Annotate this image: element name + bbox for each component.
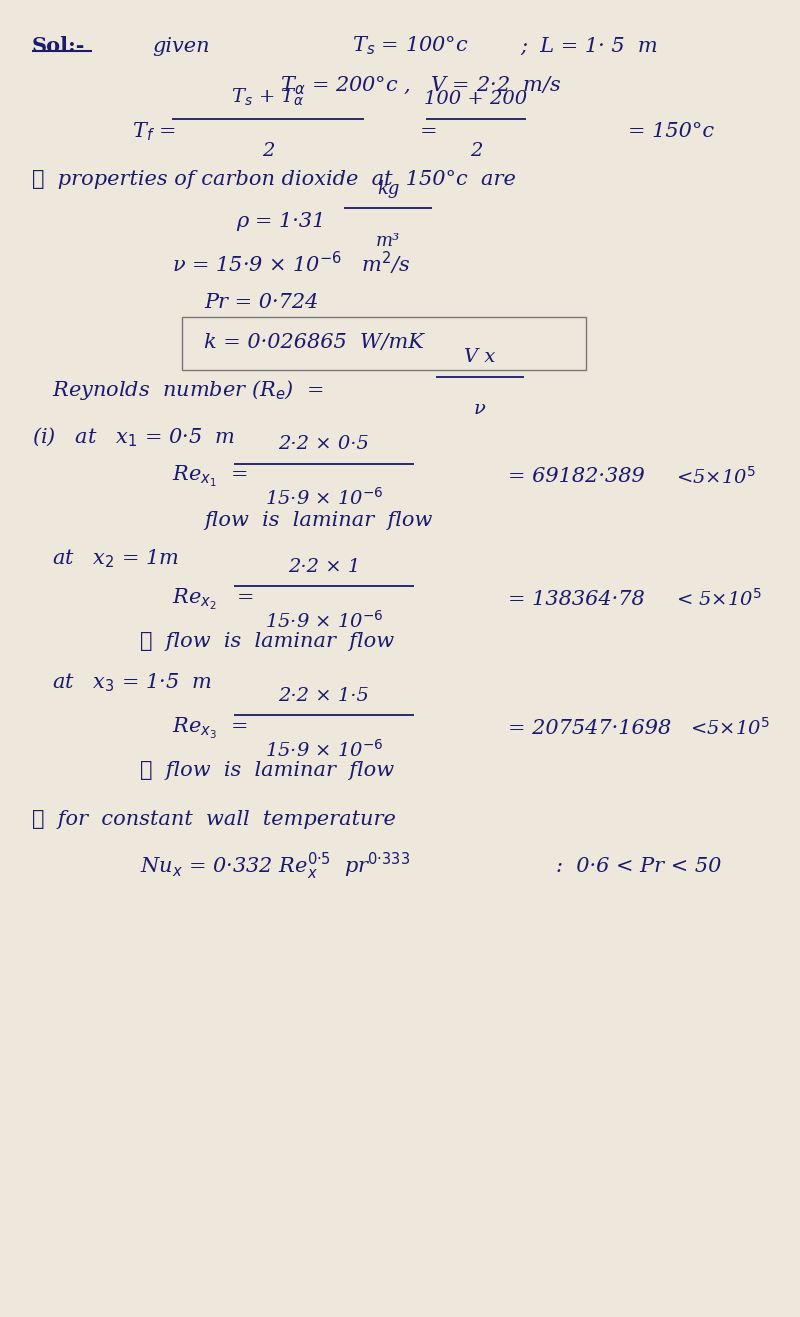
Text: ∴  flow  is  laminar  flow: ∴ flow is laminar flow: [140, 632, 394, 651]
Text: :  0·6 < Pr < 50: : 0·6 < Pr < 50: [556, 857, 722, 876]
Text: at   x$_{2}$ = 1m: at x$_{2}$ = 1m: [52, 547, 179, 570]
Text: 15·9 × 10$^{-6}$: 15·9 × 10$^{-6}$: [265, 739, 383, 761]
Text: ν = 15·9 × 10$^{-6}$   m$^{2}$/s: ν = 15·9 × 10$^{-6}$ m$^{2}$/s: [172, 250, 410, 277]
Text: T$_{\alpha}$ = 200°c ,   V = 2·2  m/s: T$_{\alpha}$ = 200°c , V = 2·2 m/s: [280, 75, 562, 96]
Text: ∴  for  constant  wall  temperature: ∴ for constant wall temperature: [32, 810, 396, 828]
Text: T$_{s}$ = 100°c: T$_{s}$ = 100°c: [352, 34, 469, 58]
Text: ;  L = 1· 5  m: ; L = 1· 5 m: [520, 37, 658, 55]
Text: V x: V x: [464, 348, 496, 366]
Text: < 5×10$^{5}$: < 5×10$^{5}$: [676, 589, 762, 610]
Text: Reynolds  number (R$_{e}$)  =: Reynolds number (R$_{e}$) =: [52, 378, 323, 402]
Text: Sol:-: Sol:-: [32, 36, 86, 57]
Text: = 150°c: = 150°c: [628, 122, 714, 141]
Text: T$_{f}$ =: T$_{f}$ =: [132, 120, 176, 144]
Text: ∴  properties of carbon dioxide  at  150°c  are: ∴ properties of carbon dioxide at 150°c …: [32, 170, 516, 188]
Text: = 138364·78: = 138364·78: [508, 590, 645, 608]
Text: Re$_{x_{1}}$  =: Re$_{x_{1}}$ =: [172, 464, 247, 490]
Text: 2·2 × 0·5: 2·2 × 0·5: [278, 435, 370, 453]
Text: k = 0·026865  W/mK: k = 0·026865 W/mK: [204, 333, 424, 352]
Text: ρ = 1·31: ρ = 1·31: [236, 212, 326, 230]
Text: Pr = 0·724: Pr = 0·724: [204, 294, 318, 312]
Text: 15·9 × 10$^{-6}$: 15·9 × 10$^{-6}$: [265, 487, 383, 510]
Text: T$_{s}$ + T$_{\alpha}$: T$_{s}$ + T$_{\alpha}$: [231, 87, 305, 108]
Text: 2·2 × 1·5: 2·2 × 1·5: [278, 686, 370, 705]
Text: at   x$_{3}$ = 1·5  m: at x$_{3}$ = 1·5 m: [52, 670, 212, 694]
Text: 2: 2: [470, 142, 482, 161]
Text: 100 + 200: 100 + 200: [425, 90, 527, 108]
Text: <5×10$^{5}$: <5×10$^{5}$: [676, 466, 755, 487]
Text: kg: kg: [377, 179, 399, 198]
Text: ∴  flow  is  laminar  flow: ∴ flow is laminar flow: [140, 761, 394, 780]
Text: <5×10$^{5}$: <5×10$^{5}$: [690, 718, 769, 739]
Text: = 69182·389: = 69182·389: [508, 468, 645, 486]
Text: 2: 2: [262, 142, 274, 161]
Text: Nu$_{x}$ = 0·332 Re$_{x}^{0·5}$  pr$^{0·333}$: Nu$_{x}$ = 0·332 Re$_{x}^{0·5}$ pr$^{0·3…: [140, 851, 410, 882]
Text: Re$_{x_{2}}$   =: Re$_{x_{2}}$ =: [172, 586, 254, 612]
Text: m³: m³: [376, 232, 400, 250]
Text: (i)   at   x$_{1}$ = 0·5  m: (i) at x$_{1}$ = 0·5 m: [32, 425, 235, 449]
Text: given: given: [152, 37, 210, 55]
Text: flow  is  laminar  flow: flow is laminar flow: [204, 511, 432, 529]
Text: 15·9 × 10$^{-6}$: 15·9 × 10$^{-6}$: [265, 610, 383, 632]
Text: ν: ν: [474, 400, 486, 419]
Text: = 207547·1698: = 207547·1698: [508, 719, 671, 738]
Text: Re$_{x_{3}}$  =: Re$_{x_{3}}$ =: [172, 715, 247, 741]
Text: 2·2 × 1: 2·2 × 1: [288, 557, 360, 576]
Text: =: =: [420, 122, 438, 141]
